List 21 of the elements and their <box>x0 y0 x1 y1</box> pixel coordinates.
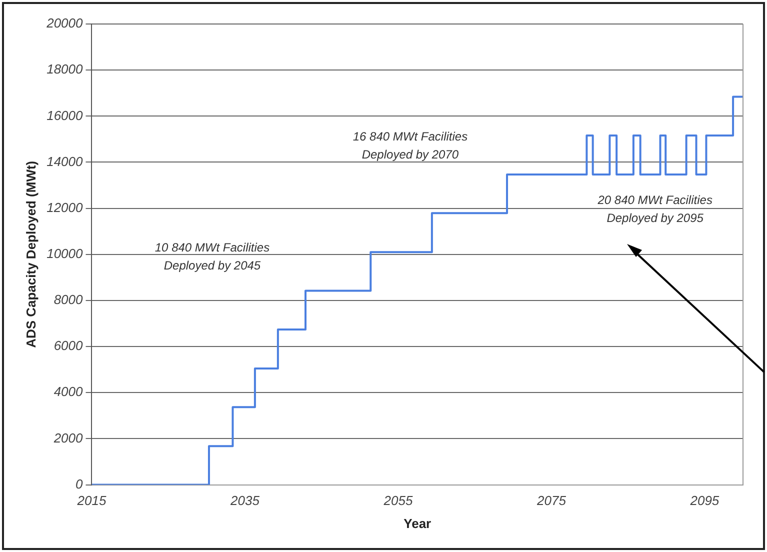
y-tick-label: 0 <box>76 476 84 492</box>
x-tick-label: 2075 <box>536 493 567 508</box>
x-tick-label: 2015 <box>76 493 107 508</box>
x-axis-title: Year <box>404 516 432 531</box>
y-tick-label: 6000 <box>54 338 84 354</box>
y-tick-label: 18000 <box>46 62 84 77</box>
annotation: 20 840 MWt Facilities Deployed by 2095 <box>596 193 712 226</box>
y-tick-label: 10000 <box>46 246 84 262</box>
x-tick-label: 2055 <box>382 493 414 508</box>
y-tick-label: 8000 <box>54 292 84 308</box>
y-axis-title: ADS Capacity Deployed (MWt) <box>23 160 38 348</box>
annotation: 16 840 MWt Facilities Deployed by 2070 <box>352 129 468 162</box>
y-tick-label: 2000 <box>52 430 84 446</box>
annotation: 10 840 MWt Facilities Deployed by 2045 <box>154 240 270 273</box>
x-tick-label: 2095 <box>689 493 720 508</box>
y-tick-label: 4000 <box>54 384 84 400</box>
y-tick-label: 14000 <box>46 154 84 169</box>
y-tick-label: 12000 <box>46 200 84 215</box>
y-tick-label: 16000 <box>46 108 84 123</box>
y-tick-label: 20000 <box>46 16 84 31</box>
x-tick-label: 2035 <box>230 493 260 508</box>
